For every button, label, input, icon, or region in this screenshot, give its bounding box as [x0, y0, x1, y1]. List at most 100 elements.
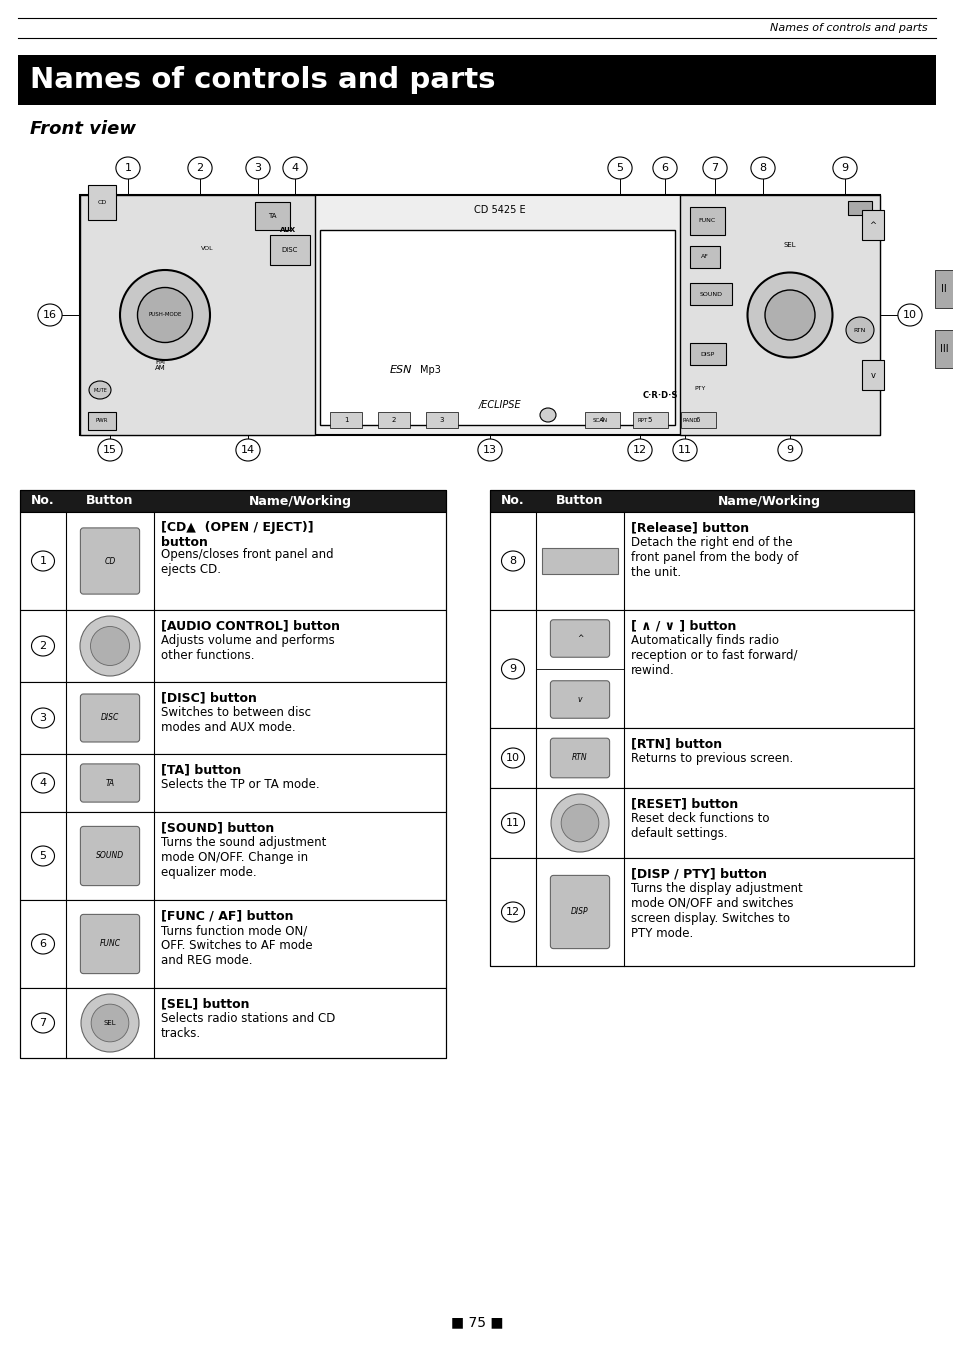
Ellipse shape	[607, 157, 632, 178]
Text: PTY: PTY	[694, 385, 705, 391]
Text: DISP: DISP	[700, 352, 715, 357]
Ellipse shape	[80, 617, 140, 676]
Text: 10: 10	[902, 310, 916, 320]
Text: CD 5425 E: CD 5425 E	[474, 206, 525, 215]
Text: SCAN: SCAN	[592, 418, 607, 422]
Text: v: v	[869, 370, 875, 380]
Text: Detach the right end of the
front panel from the body of
the unit.: Detach the right end of the front panel …	[630, 535, 798, 579]
Ellipse shape	[31, 773, 54, 794]
Text: 4: 4	[599, 416, 603, 423]
FancyBboxPatch shape	[550, 681, 609, 718]
Text: v: v	[578, 695, 581, 704]
Text: RAND: RAND	[681, 418, 697, 422]
Ellipse shape	[98, 439, 122, 461]
Text: Names of controls and parts: Names of controls and parts	[770, 23, 927, 32]
Text: [SEL] button: [SEL] button	[161, 996, 250, 1010]
Text: 9: 9	[509, 664, 516, 675]
Text: Name/Working: Name/Working	[717, 495, 820, 507]
Text: II: II	[941, 284, 946, 293]
Text: FUNC: FUNC	[99, 940, 120, 949]
Ellipse shape	[627, 439, 652, 461]
Text: 4: 4	[291, 164, 298, 173]
Text: RPT: RPT	[638, 418, 647, 422]
Ellipse shape	[652, 157, 677, 178]
Text: DISP: DISP	[571, 907, 588, 917]
Text: CD: CD	[97, 200, 107, 204]
Ellipse shape	[501, 748, 524, 768]
Text: 5: 5	[39, 850, 47, 861]
Text: 1: 1	[39, 556, 47, 566]
Text: DISC: DISC	[281, 247, 298, 253]
Text: MUTE: MUTE	[93, 388, 107, 392]
Bar	[20, 813, 446, 900]
Text: 2: 2	[196, 164, 203, 173]
Ellipse shape	[747, 273, 832, 357]
Bar	[20, 610, 446, 681]
Ellipse shape	[501, 658, 524, 679]
Bar	[18, 55, 935, 105]
Ellipse shape	[672, 439, 697, 461]
Text: ESN: ESN	[390, 365, 412, 375]
Ellipse shape	[897, 304, 922, 326]
Text: PWR: PWR	[95, 419, 108, 423]
Text: SEL: SEL	[782, 242, 796, 247]
Text: 8: 8	[509, 556, 516, 566]
Text: [CD▲  (OPEN / EJECT)]
button: [CD▲ (OPEN / EJECT)] button	[161, 521, 314, 549]
Ellipse shape	[91, 626, 130, 665]
Bar	[490, 489, 913, 512]
Ellipse shape	[750, 157, 774, 178]
Ellipse shape	[31, 635, 54, 656]
Text: 16: 16	[43, 310, 57, 320]
Bar	[20, 681, 446, 754]
Text: 5: 5	[616, 164, 623, 173]
Text: 12: 12	[505, 907, 519, 917]
Bar	[20, 754, 446, 813]
Bar	[490, 512, 913, 610]
Bar	[20, 512, 446, 610]
Text: TA: TA	[268, 214, 276, 219]
Bar	[490, 788, 913, 859]
FancyBboxPatch shape	[550, 738, 609, 777]
Bar	[20, 988, 446, 1059]
Text: ^: ^	[577, 634, 582, 644]
Text: /ECLIPSE: /ECLIPSE	[478, 400, 520, 410]
Text: 7: 7	[39, 1018, 47, 1028]
Text: Front view: Front view	[30, 120, 136, 138]
Text: 5: 5	[647, 416, 652, 423]
Text: No.: No.	[500, 495, 524, 507]
Ellipse shape	[120, 270, 210, 360]
Text: Selects radio stations and CD
tracks.: Selects radio stations and CD tracks.	[161, 1013, 335, 1040]
Text: TA: TA	[106, 779, 114, 787]
Text: [DISC] button: [DISC] button	[161, 691, 256, 704]
Text: 2: 2	[39, 641, 47, 652]
Text: SOUND: SOUND	[96, 852, 124, 860]
Ellipse shape	[764, 289, 814, 339]
Text: Selects the TP or TA mode.: Selects the TP or TA mode.	[161, 777, 319, 791]
Bar	[88, 185, 116, 220]
Text: 10: 10	[505, 753, 519, 763]
Ellipse shape	[89, 381, 111, 399]
Bar	[679, 195, 879, 435]
Text: 8: 8	[759, 164, 766, 173]
Text: [RTN] button: [RTN] button	[630, 737, 721, 750]
Text: 3: 3	[39, 713, 47, 723]
Bar	[319, 230, 675, 425]
Text: 11: 11	[678, 445, 691, 456]
Ellipse shape	[501, 902, 524, 922]
Ellipse shape	[283, 157, 307, 178]
Text: [RESET] button: [RESET] button	[630, 796, 738, 810]
Text: RTN: RTN	[572, 753, 587, 763]
Text: 1: 1	[125, 164, 132, 173]
Bar	[80, 195, 314, 435]
Bar	[80, 195, 879, 435]
Text: Automatically finds radio
reception or to fast forward/
rewind.: Automatically finds radio reception or t…	[630, 634, 797, 677]
FancyBboxPatch shape	[80, 914, 139, 973]
Text: FUNC: FUNC	[698, 219, 715, 223]
Bar	[862, 210, 883, 241]
Text: 3: 3	[439, 416, 444, 423]
Bar	[541, 548, 618, 573]
Text: SOUND: SOUND	[699, 292, 721, 296]
Text: VOL: VOL	[200, 246, 213, 250]
Text: C·R·D·S: C·R·D·S	[641, 391, 677, 399]
Text: Switches to between disc
modes and AUX mode.: Switches to between disc modes and AUX m…	[161, 706, 311, 734]
